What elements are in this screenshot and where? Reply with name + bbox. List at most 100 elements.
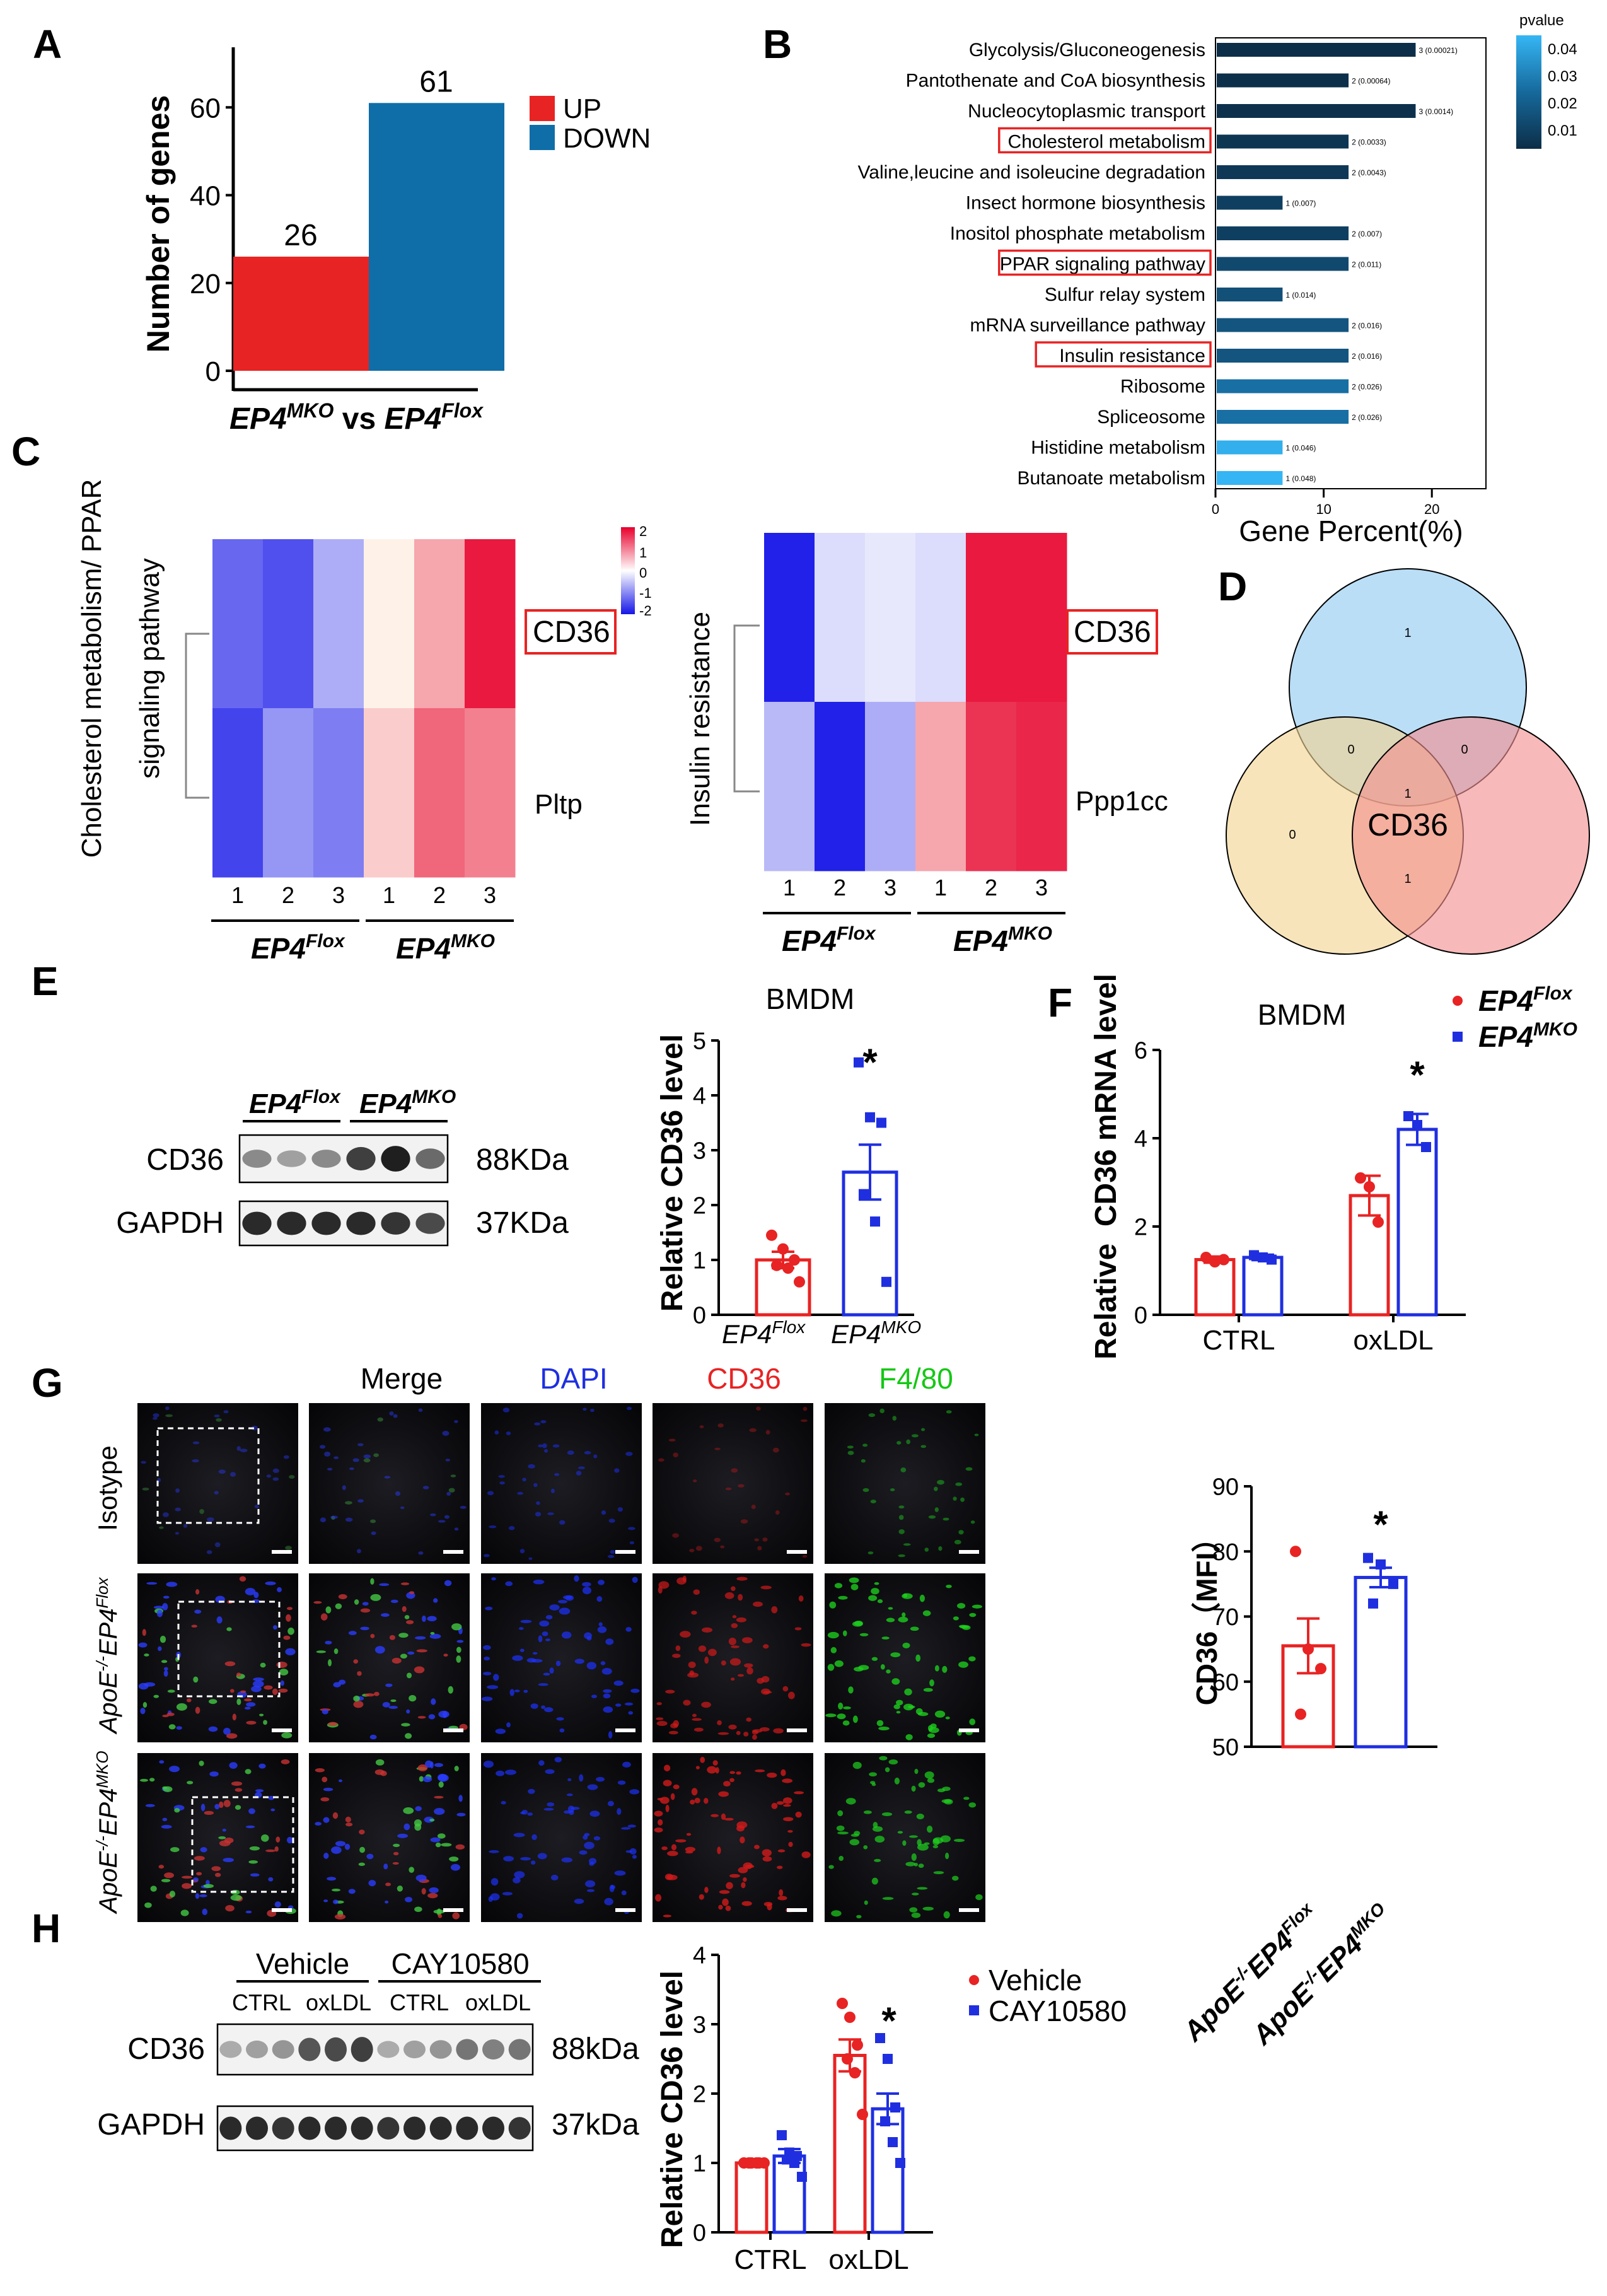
c-right-mko-name: EP4 xyxy=(953,924,1008,957)
f-legend-flox-name: EP4 xyxy=(1478,984,1533,1017)
g-cell-signal xyxy=(695,1766,700,1769)
e-gapdh-blot-band xyxy=(311,1211,341,1235)
g-cell-signal xyxy=(316,1650,326,1653)
h-sub-oxldl: oxLDL xyxy=(465,1990,531,2015)
g-cell-signal xyxy=(968,1802,977,1808)
g-cell-signal xyxy=(193,1877,199,1882)
g-cell-signal xyxy=(506,1431,511,1435)
g-cell-signal xyxy=(699,1425,704,1428)
g-cell-signal xyxy=(176,1726,182,1730)
b-bar xyxy=(1217,379,1349,393)
g-cell-signal xyxy=(586,1662,597,1670)
g-cell-signal xyxy=(762,1537,768,1542)
h-data-point xyxy=(890,2102,900,2112)
g-cell-signal xyxy=(782,1778,793,1783)
g-cell-signal xyxy=(736,1825,745,1832)
g-cell-signal xyxy=(253,1592,259,1599)
g-cell-signal xyxy=(398,1633,409,1638)
e-blot-flox-name: EP4 xyxy=(249,1088,301,1119)
a-legend-up-label: UP xyxy=(563,93,601,124)
g-y-axis-label: CD36（MFI） xyxy=(1190,1524,1223,1706)
g-cell-signal xyxy=(670,1793,675,1800)
g-cell-signal xyxy=(771,1606,778,1614)
e-cd36-blot-band xyxy=(415,1148,445,1169)
c-right-col-label: 1 xyxy=(783,875,796,900)
b-bar xyxy=(1217,471,1283,485)
g-cell-signal xyxy=(897,1831,903,1834)
g-cell-signal xyxy=(429,1819,435,1822)
g-cell-signal xyxy=(928,1515,936,1519)
g-cell-signal xyxy=(400,1582,410,1585)
g-cell-signal xyxy=(877,1599,883,1604)
g-cell-signal xyxy=(749,1428,757,1433)
g-cell-signal xyxy=(153,1413,160,1418)
g-micrograph-cd36 xyxy=(653,1403,813,1564)
g-cell-signal xyxy=(363,1458,371,1463)
g-cell-signal xyxy=(622,1761,631,1768)
g-cell-signal xyxy=(487,1491,494,1496)
g-cell-signal xyxy=(729,1771,736,1774)
g-cell-signal xyxy=(145,1804,155,1807)
g-cell-signal xyxy=(522,1477,526,1482)
g-cell-signal xyxy=(775,1510,780,1515)
g-cell-signal xyxy=(725,1487,732,1491)
e-data-point xyxy=(865,1112,875,1122)
g-row-flox-apoe: ApoE xyxy=(95,1670,122,1734)
panel-g: Merge DAPI CD36 F4/80 Isotype ApoE-/-EP4… xyxy=(93,1362,1437,2051)
c-left-col-label: 3 xyxy=(484,882,496,908)
b-pathway-label: Cholesterol metabolism xyxy=(1008,132,1205,153)
g-cell-signal xyxy=(338,1779,343,1783)
c-left-flox-name: EP4 xyxy=(251,932,306,965)
g-cell-signal xyxy=(881,1636,890,1640)
f-bar xyxy=(1396,1128,1438,1317)
e-blot-group-flox: EP4Flox xyxy=(249,1087,341,1119)
b-bar xyxy=(1217,288,1283,301)
g-cell-signal xyxy=(589,1408,595,1413)
g-cell-signal xyxy=(160,1635,166,1643)
g-cell-signal xyxy=(852,1761,862,1769)
g-cell-signal xyxy=(366,1853,374,1860)
g-cell-signal xyxy=(209,1699,218,1705)
a-xlabel-vs: vs xyxy=(334,402,384,436)
g-cell-signal xyxy=(741,1637,753,1643)
g-cell-signal xyxy=(970,1520,975,1524)
g-cell-signal xyxy=(249,1846,260,1851)
g-cell-signal xyxy=(905,1734,913,1740)
c-right-col-label: 3 xyxy=(1035,875,1048,900)
g-cell-signal xyxy=(421,1888,426,1895)
g-cell-signal xyxy=(503,1856,514,1862)
g-cell-signal xyxy=(663,1780,672,1786)
g-cell-signal xyxy=(587,1784,598,1790)
b-pathway-label: Nucleocytoplasmic transport xyxy=(968,101,1205,122)
g-cell-signal xyxy=(216,1616,223,1624)
g-cell-signal xyxy=(142,1488,149,1491)
g-micrograph-merge xyxy=(309,1403,470,1564)
g-cell-signal xyxy=(704,1887,709,1893)
g-significance-star: * xyxy=(1373,1503,1388,1546)
g-cell-signal xyxy=(374,1646,385,1654)
g-cell-signal xyxy=(574,1575,579,1582)
g-cell-signal xyxy=(430,1513,436,1517)
g-cell-signal xyxy=(193,1676,199,1683)
h-gapdh-blot-band xyxy=(508,2117,531,2140)
g-cell-signal xyxy=(252,1680,264,1687)
g-cell-signal xyxy=(202,1908,208,1916)
g-cell-signal xyxy=(751,1504,756,1510)
c-right-group-flox: EP4Flox xyxy=(782,923,876,957)
g-cell-signal xyxy=(319,1445,326,1449)
g-cell-signal xyxy=(265,1581,276,1585)
e-size-88: 88KDa xyxy=(476,1143,569,1177)
g-cell-signal xyxy=(381,1613,390,1617)
g-cell-signal xyxy=(783,1804,791,1807)
b-bar-value-label: 1 (0.046) xyxy=(1285,444,1316,453)
g-cell-signal xyxy=(664,1874,673,1880)
d-venn-count: 1 xyxy=(1404,787,1411,801)
g-cell-signal xyxy=(672,1533,679,1538)
g-micrograph-dapi xyxy=(481,1753,642,1922)
g-cell-signal xyxy=(392,1862,399,1865)
g-cell-signal xyxy=(358,1862,366,1867)
f-y-axis-label: Relative CD36 mRNA level xyxy=(1089,974,1123,1360)
g-cell-signal xyxy=(609,1884,615,1892)
g-cell-signal xyxy=(870,1500,876,1504)
g-cell-signal xyxy=(231,1781,243,1786)
